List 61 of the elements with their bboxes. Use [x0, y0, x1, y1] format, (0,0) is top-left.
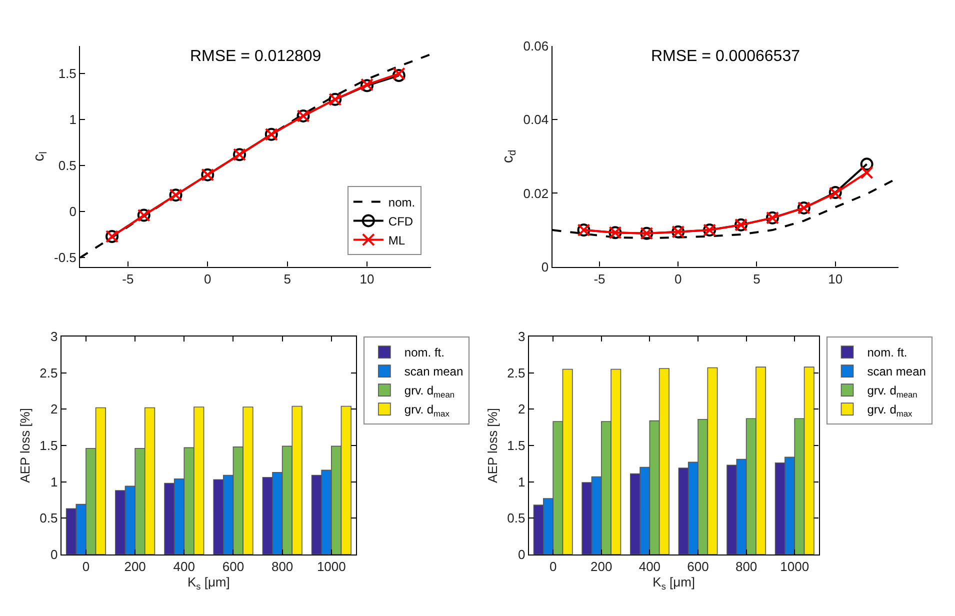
- legend-label: ML: [388, 233, 406, 248]
- y-tick-label: 1: [50, 474, 58, 490]
- x-axis-title: K$_{s}$ [μm]: [188, 574, 230, 592]
- y-tick-label: 0.06: [523, 38, 549, 54]
- y-axis-title: AEP loss [%]: [18, 408, 33, 483]
- y-tick-label: 0: [50, 546, 58, 562]
- legend-label: grv. d$_{mean}$: [404, 384, 455, 400]
- legend-label: scan mean: [867, 364, 926, 379]
- y-tick-label: 0.5: [40, 510, 58, 526]
- point: [860, 166, 874, 180]
- y-tick-label: -0.5: [54, 250, 76, 266]
- y-tick-label: 0: [541, 259, 549, 274]
- x-tick-label: 200: [124, 559, 146, 574]
- y-tick-label: 1.5: [507, 438, 526, 454]
- legend-label: grv. d$_{max}$: [867, 402, 914, 418]
- x-tick-label: 0: [674, 272, 682, 287]
- chart-title: RMSE = 0.012809: [190, 48, 322, 65]
- y-tick-label: 0: [69, 204, 76, 220]
- y-tick-label: 0.04: [523, 112, 549, 128]
- y-tick-label: 2: [518, 402, 526, 417]
- x-tick-label: 800: [735, 559, 758, 574]
- x-tick-label: 400: [173, 559, 195, 574]
- legend-label: scan mean: [404, 364, 464, 379]
- y-tick-label: 2.5: [507, 365, 526, 380]
- x-tick-label: 200: [590, 559, 612, 574]
- x-tick-label: 1000: [780, 559, 810, 574]
- y-tick-label: 0.5: [507, 510, 526, 526]
- legend-label: grv. d$_{max}$: [404, 402, 450, 418]
- x-tick-label: -5: [594, 272, 606, 287]
- x-tick-label: 400: [638, 559, 661, 574]
- x-tick-label: 800: [271, 559, 294, 574]
- x-tick-label: 1000: [316, 559, 346, 574]
- y-tick-label: 3: [518, 329, 526, 344]
- legend-label: nom. ft.: [404, 346, 444, 360]
- y-tick-label: 0.5: [58, 158, 76, 174]
- legend-label: nom.: [388, 195, 416, 210]
- y-tick-label: 1.5: [40, 438, 58, 454]
- x-tick-label: 0: [82, 559, 90, 574]
- legend-label: grv. d$_{mean}$: [867, 384, 918, 400]
- y-tick-label: 3: [50, 329, 58, 344]
- y-tick-label: 1: [518, 474, 526, 490]
- y-tick-label: 0.02: [523, 186, 549, 201]
- x-tick-label: 600: [687, 559, 709, 574]
- y-tick-label: 1: [69, 112, 76, 128]
- y-axis-title: AEP loss [%]: [485, 408, 500, 483]
- y-tick-label: 2.5: [40, 365, 58, 380]
- y-tick-label: 2: [50, 402, 58, 417]
- chart-title: RMSE = 0.00066537: [651, 48, 800, 65]
- x-tick-label: 10: [828, 272, 843, 287]
- point: [860, 158, 874, 171]
- x-axis-title: K$_{s}$ [μm]: [652, 574, 696, 592]
- x-tick-label: 10: [360, 272, 374, 287]
- x-tick-label: 0: [204, 272, 212, 287]
- x-tick-label: 600: [222, 559, 244, 574]
- x-tick-label: -5: [122, 272, 134, 287]
- x-tick-label: 5: [753, 272, 760, 287]
- x-tick-label: 5: [284, 272, 291, 287]
- y-tick-label: 0: [518, 546, 526, 562]
- y-tick-label: 1.5: [58, 66, 76, 82]
- legend-label: nom. ft.: [867, 346, 908, 360]
- legend-label: CFD: [388, 214, 414, 228]
